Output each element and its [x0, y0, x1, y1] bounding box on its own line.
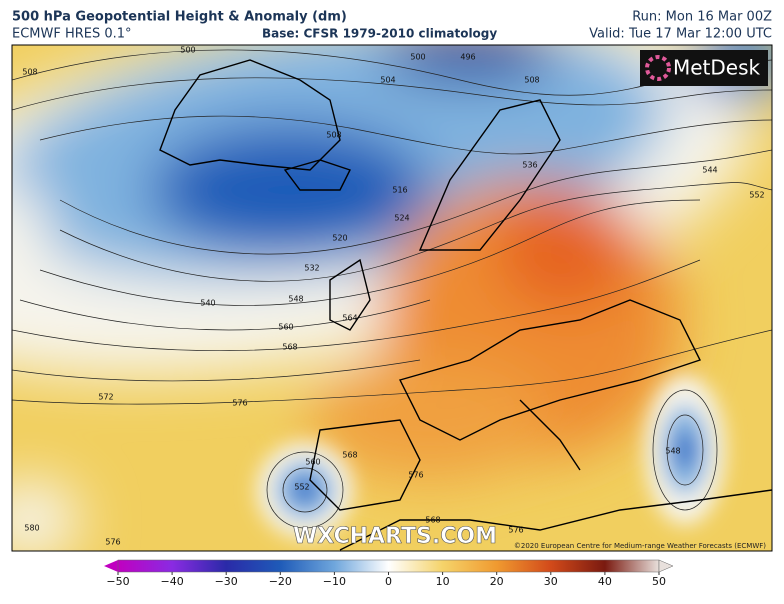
- valid: Valid: Tue 17 Mar 12:00 UTC: [589, 27, 772, 42]
- contour-label: 540: [200, 299, 215, 308]
- contour-label: 500: [180, 46, 195, 55]
- contour-label: 576: [232, 399, 247, 408]
- map-field: 500 500 496 508 504 508 508 516 524 520 532 540 548 5…: [12, 45, 772, 551]
- colorbar-tick-label: 30: [544, 575, 558, 588]
- colorbar-tick-label: −20: [269, 575, 292, 588]
- colorbar-arrow-right: [658, 559, 674, 573]
- colorbar-tick-label: 50: [652, 575, 666, 588]
- contour-label: 560: [305, 458, 320, 467]
- colorbar-arrow-left: [104, 560, 118, 572]
- contour-label: 532: [304, 264, 319, 273]
- colorbar-tick-label: −50: [106, 575, 129, 588]
- contours: [12, 49, 772, 529]
- map-frame: [11, 44, 773, 552]
- contour-label: 524: [394, 214, 409, 223]
- contour-label: 552: [294, 483, 309, 492]
- contour-label: 508: [524, 76, 539, 85]
- colorbar-ticks: −50 −40 −30 −20 −10 0 10 20 30 40 50: [106, 572, 666, 588]
- run: Run: Mon 16 Mar 00Z: [632, 10, 772, 25]
- contour-label: 508: [22, 68, 37, 77]
- contour-label: 576: [508, 526, 523, 535]
- contour-labels: 500 500 496 508 504 508 508 516 524 520 532 540 548 5…: [22, 46, 764, 547]
- contour-label: 568: [425, 516, 440, 525]
- copyright: ©2020 European Centre for Medium-range W…: [514, 542, 766, 550]
- colorbar: [117, 559, 660, 573]
- contour-label: 496: [460, 53, 475, 62]
- contour-label: 576: [105, 538, 120, 547]
- contour-label: 560: [278, 323, 293, 332]
- logo-icon: [645, 55, 671, 81]
- contour-label: 508: [326, 131, 341, 140]
- colorbar-tick-label: 10: [436, 575, 450, 588]
- contour-label: 568: [282, 343, 297, 352]
- contour-label: 500: [410, 53, 425, 62]
- colorbar-tick-label: 0: [385, 575, 392, 588]
- contour-label: 548: [288, 295, 303, 304]
- base: Base: CFSR 1979-2010 climatology: [262, 27, 497, 41]
- contour-label: 544: [702, 166, 717, 175]
- watermark: WXCHARTS.COM: [293, 524, 497, 549]
- model: ECMWF HRES 0.1°: [12, 27, 132, 42]
- contour-label: 536: [522, 161, 537, 170]
- contour-label: 564: [342, 314, 357, 323]
- colorbar-tick-label: 40: [598, 575, 612, 588]
- contour-label: 572: [98, 393, 113, 402]
- title: 500 hPa Geopotential Height & Anomaly (d…: [12, 10, 347, 25]
- contour-label: 576: [408, 471, 423, 480]
- coastlines: [159, 59, 772, 551]
- colorbar-tick-label: −10: [323, 575, 346, 588]
- contour-label: 520: [332, 234, 347, 243]
- contour-label: 548: [665, 447, 680, 456]
- colorbar-tick-label: −30: [215, 575, 238, 588]
- contour-label: 568: [342, 451, 357, 460]
- colorbar-tick-label: 20: [490, 575, 504, 588]
- contour-label: 580: [24, 524, 39, 533]
- contour-label: 516: [392, 186, 407, 195]
- contour-label: 552: [749, 191, 764, 200]
- contour-label: 504: [380, 76, 395, 85]
- logo: MetDesk: [673, 56, 761, 80]
- colorbar-tick-label: −40: [160, 575, 183, 588]
